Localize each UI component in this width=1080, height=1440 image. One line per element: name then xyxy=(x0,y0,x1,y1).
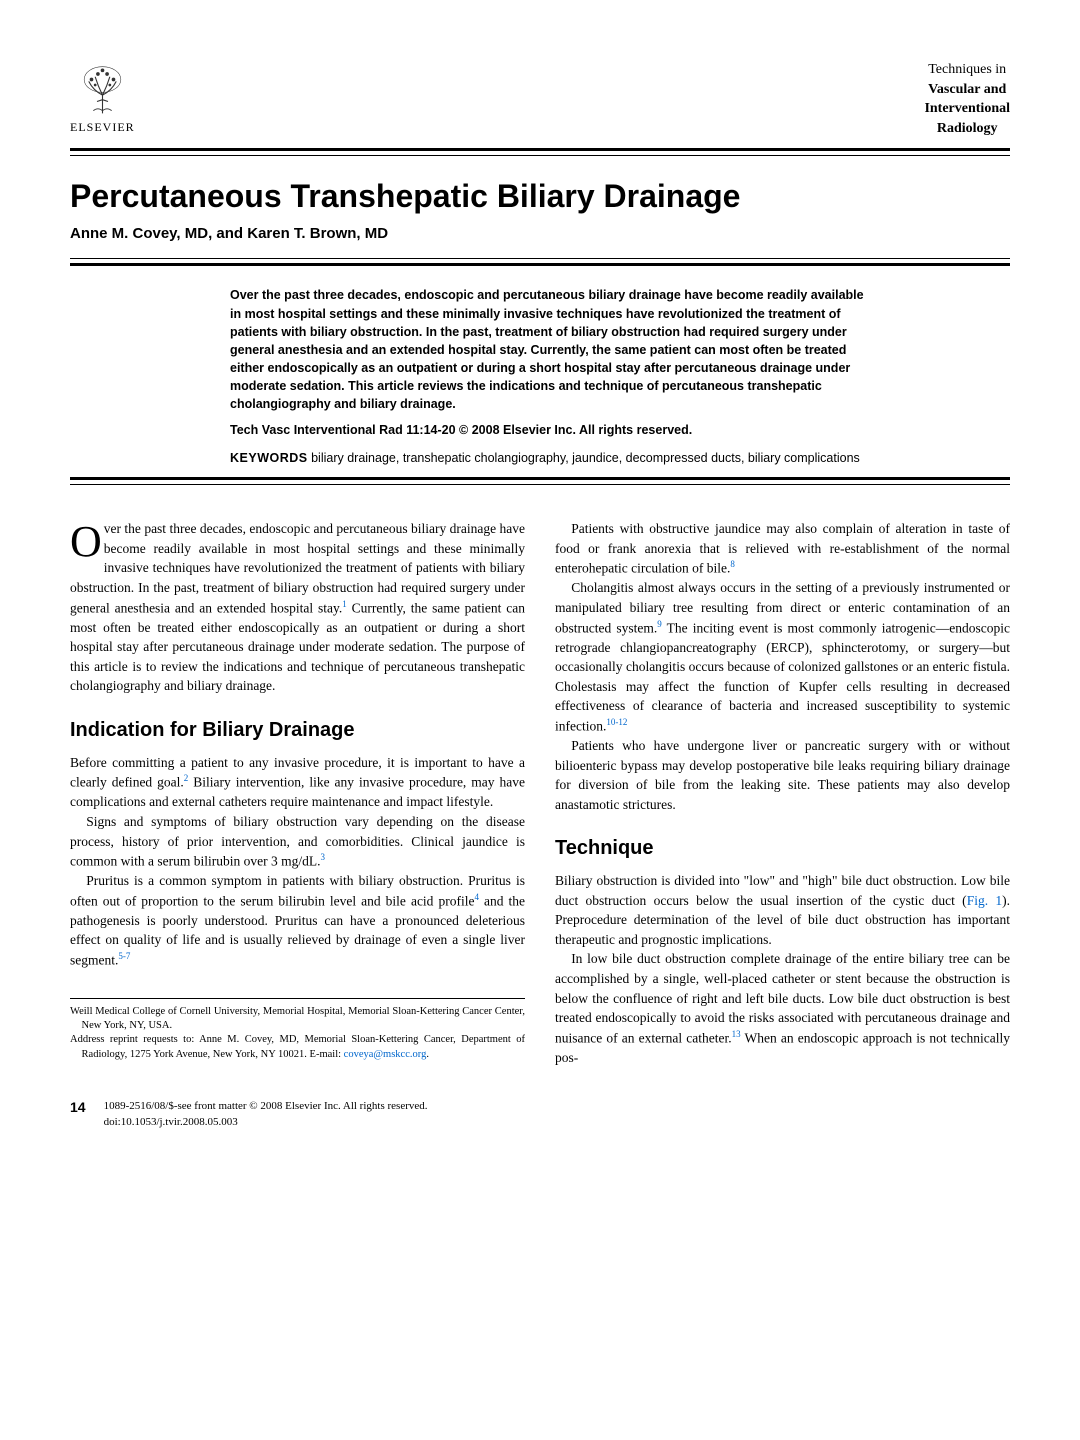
r-p1: Patients with obstructive jaundice may a… xyxy=(555,519,1010,578)
journal-title-block: Techniques in Vascular and Interventiona… xyxy=(924,60,1010,138)
footer-doi: doi:10.1053/j.tvir.2008.05.003 xyxy=(104,1115,428,1130)
journal-line-3: Interventional xyxy=(924,99,1010,119)
abstract-area: Over the past three decades, endoscopic … xyxy=(230,286,870,465)
indication-p3: Pruritus is a common symptom in patients… xyxy=(70,871,525,970)
technique-p1: Biliary obstruction is divided into "low… xyxy=(555,871,1010,949)
keywords-label: KEYWORDS xyxy=(230,451,308,465)
p3a: Signs and symptoms of biliary obstructio… xyxy=(70,814,525,869)
ref-5-7[interactable]: 5-7 xyxy=(118,951,130,961)
page-number: 14 xyxy=(70,1099,86,1115)
dropcap: O xyxy=(70,519,104,562)
ref-10-12[interactable]: 10-12 xyxy=(606,717,627,727)
r-p4a: Biliary obstruction is divided into "low… xyxy=(555,873,1010,908)
page-footer: 14 1089-2516/08/$-see front matter © 200… xyxy=(70,1099,1010,1130)
fig-1-ref[interactable]: Fig. 1 xyxy=(967,893,1002,908)
article-title: Percutaneous Transhepatic Biliary Draina… xyxy=(70,178,1010,215)
column-right: Patients with obstructive jaundice may a… xyxy=(555,519,1010,1067)
author-list: Anne M. Covey, MD, and Karen T. Brown, M… xyxy=(70,225,1010,242)
publisher-name: ELSEVIER xyxy=(70,120,135,135)
keywords-list: biliary drainage, transhepatic cholangio… xyxy=(308,451,860,465)
citation-line: Tech Vasc Interventional Rad 11:14-20 © … xyxy=(230,423,870,437)
r-p3: Patients who have undergone liver or pan… xyxy=(555,736,1010,814)
section-indication: Indication for Biliary Drainage xyxy=(70,716,525,745)
ref-8[interactable]: 8 xyxy=(730,559,735,569)
r-p1a: Patients with obstructive jaundice may a… xyxy=(555,521,1010,576)
affil-2a: Address reprint requests to: Anne M. Cov… xyxy=(70,1034,525,1059)
p4a: Pruritus is a common symptom in patients… xyxy=(70,873,525,908)
journal-line-1: Techniques in xyxy=(924,60,1010,80)
journal-line-2: Vascular and xyxy=(924,80,1010,100)
body-columns: Over the past three decades, endoscopic … xyxy=(70,519,1010,1067)
abstract-text: Over the past three decades, endoscopic … xyxy=(230,286,870,413)
r-p2: Cholangitis almost always occurs in the … xyxy=(555,578,1010,736)
header-rule-bottom xyxy=(70,155,1010,156)
header-row: ELSEVIER Techniques in Vascular and Inte… xyxy=(70,60,1010,138)
elsevier-tree-icon xyxy=(75,63,130,118)
ref-13[interactable]: 13 xyxy=(732,1029,741,1039)
indication-p2: Signs and symptoms of biliary obstructio… xyxy=(70,812,525,871)
keywords-block: KEYWORDS biliary drainage, transhepatic … xyxy=(230,451,870,465)
footer-copyright: 1089-2516/08/$-see front matter © 2008 E… xyxy=(104,1099,428,1114)
title-rule-bottom-thick xyxy=(70,263,1010,266)
column-left: Over the past three decades, endoscopic … xyxy=(70,519,525,1067)
abstract-rule-thin xyxy=(70,484,1010,485)
affiliation-1: Weill Medical College of Cornell Univers… xyxy=(82,1005,525,1033)
technique-p2: In low bile duct obstruction complete dr… xyxy=(555,949,1010,1067)
affiliation-block: Weill Medical College of Cornell Univers… xyxy=(70,998,525,1062)
affil-2b: . xyxy=(426,1049,429,1060)
ref-3[interactable]: 3 xyxy=(320,852,325,862)
journal-line-4: Radiology xyxy=(924,119,1010,139)
indication-p1: Before committing a patient to any invas… xyxy=(70,753,525,812)
abstract-rule-thick xyxy=(70,477,1010,480)
author-email[interactable]: coveya@mskcc.org xyxy=(344,1049,427,1060)
publisher-logo: ELSEVIER xyxy=(70,63,135,135)
header-rule-top xyxy=(70,148,1010,151)
affiliation-2: Address reprint requests to: Anne M. Cov… xyxy=(82,1033,525,1061)
intro-paragraph: Over the past three decades, endoscopic … xyxy=(70,519,525,696)
title-rule-bottom-thin xyxy=(70,258,1010,259)
footer-text: 1089-2516/08/$-see front matter © 2008 E… xyxy=(104,1099,428,1130)
section-technique: Technique xyxy=(555,834,1010,863)
